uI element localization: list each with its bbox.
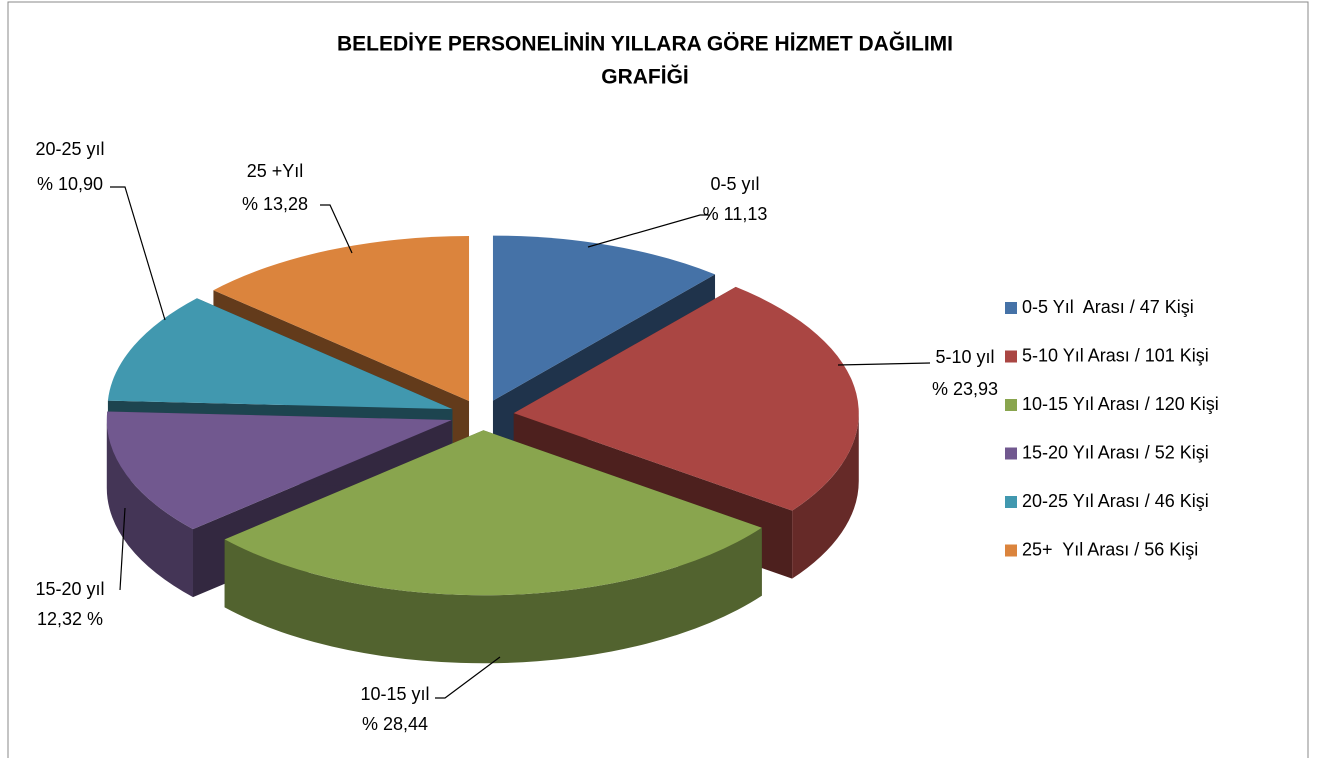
- data-label: 12,32 %: [37, 609, 103, 629]
- data-label: % 13,28: [242, 194, 308, 214]
- legend-swatch: [1005, 399, 1017, 411]
- slice: [224, 430, 762, 596]
- legend-swatch: [1005, 350, 1017, 363]
- slice: [106, 411, 452, 530]
- data-label-name: 15-20 yıl: [35, 579, 104, 599]
- legend-label: 20-25 Yıl Arası / 46 Kişi: [1022, 491, 1209, 511]
- data-label-name: 10-15 yıl: [360, 684, 429, 704]
- data-label-name: 20-25 yıl: [35, 139, 104, 159]
- leader-line: [119, 507, 126, 591]
- chart-title: GRAFİĞİ: [601, 65, 689, 89]
- data-label-name: 25 +Yıl: [247, 161, 304, 181]
- data-label: % 10,90: [37, 174, 103, 194]
- legend-swatch: [1005, 302, 1017, 314]
- legend-swatch: [1005, 447, 1017, 460]
- data-label: % 28,44: [362, 714, 428, 734]
- data-label-name: 5-10 yıl: [935, 347, 994, 367]
- slice-group: [224, 430, 762, 664]
- legend-label: 5-10 Yıl Arası / 101 Kişi: [1022, 345, 1209, 365]
- legend-swatch: [1005, 496, 1017, 508]
- slice-wall: [224, 527, 762, 664]
- legend-label: 15-20 Yıl Arası / 52 Kişi: [1022, 442, 1209, 462]
- legend-label: 10-15 Yıl Arası / 120 Kişi: [1022, 394, 1219, 414]
- legend-label: 25+ Yıl Arası / 56 Kişi: [1022, 539, 1198, 559]
- slice-wall: [792, 413, 859, 579]
- leader-line: [320, 204, 353, 254]
- slice-wall: [106, 420, 193, 598]
- slice: [107, 298, 453, 410]
- slice: [513, 286, 859, 511]
- slice: [213, 236, 470, 402]
- legend-swatch: [1005, 544, 1017, 557]
- data-label: % 11,13: [703, 204, 768, 224]
- data-label-name: 0-5 yıl: [710, 174, 759, 194]
- chart-title: BELEDİYE PERSONELİNİN YILLARA GÖRE HİZME…: [337, 32, 953, 56]
- legend-label: 0-5 Yıl Arası / 47 Kişi: [1022, 297, 1194, 317]
- leader-line: [587, 214, 710, 248]
- leader-line: [837, 362, 931, 366]
- leader-line: [435, 656, 501, 699]
- data-label: % 23,93: [932, 379, 998, 399]
- leader-line: [110, 186, 166, 321]
- slice: [492, 235, 716, 401]
